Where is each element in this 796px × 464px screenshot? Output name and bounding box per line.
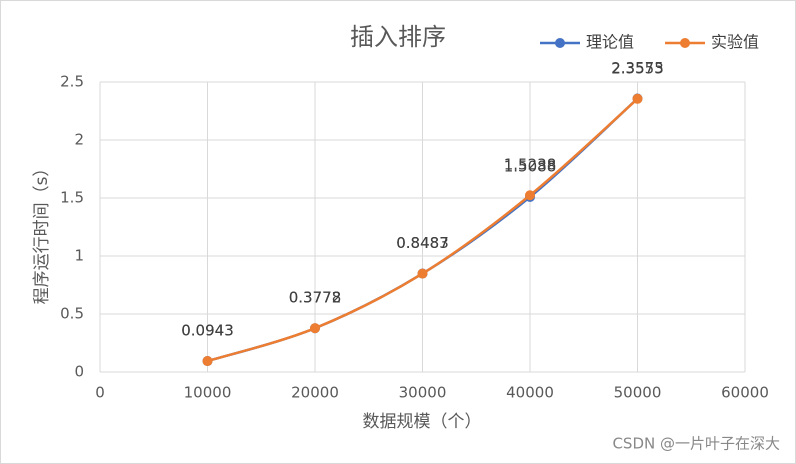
y-tick-label: 1 bbox=[74, 247, 84, 265]
data-label: 0.8487 bbox=[396, 234, 449, 252]
y-tick-label: 0.5 bbox=[60, 305, 84, 323]
x-tick-label: 60000 bbox=[721, 384, 769, 402]
data-label: 2.3553 bbox=[611, 59, 664, 77]
y-tick-label: 2.5 bbox=[60, 73, 84, 91]
data-label: 1.5238 bbox=[504, 156, 557, 174]
watermark: CSDN @一片叶子在深大 bbox=[612, 435, 780, 453]
data-label: 1.5088 bbox=[504, 157, 557, 175]
data-label: 2.3575 bbox=[611, 59, 664, 77]
x-tick-label: 0 bbox=[95, 384, 105, 402]
data-point bbox=[525, 190, 535, 201]
data-label: 0.3778 bbox=[289, 289, 342, 307]
data-point bbox=[310, 323, 320, 334]
data-point bbox=[632, 93, 643, 104]
y-axis-label: 程序运行时间（s） bbox=[32, 160, 52, 305]
x-tick-label: 50000 bbox=[614, 384, 662, 402]
x-axis-label: 数据规模（个） bbox=[363, 412, 482, 432]
data-point bbox=[202, 356, 213, 367]
data-label: 0.8483 bbox=[396, 234, 449, 252]
x-tick-label: 20000 bbox=[291, 384, 339, 402]
data-label: 0.3772 bbox=[289, 289, 342, 307]
x-tick-label: 10000 bbox=[184, 384, 232, 402]
series-line bbox=[207, 97, 639, 363]
y-tick-label: 0 bbox=[74, 363, 84, 381]
x-tick-label: 30000 bbox=[399, 384, 447, 402]
chart-title: 插入排序 bbox=[350, 23, 446, 51]
legend-marker bbox=[555, 38, 565, 48]
data-label: 0.0943 bbox=[181, 322, 234, 340]
legend-label: 理论值 bbox=[586, 33, 634, 52]
data-label: 0.0943 bbox=[181, 322, 234, 340]
y-tick-label: 2 bbox=[74, 131, 84, 149]
legend-marker bbox=[680, 38, 690, 48]
x-tick-label: 40000 bbox=[506, 384, 554, 402]
legend-label: 实验值 bbox=[711, 33, 759, 52]
data-point bbox=[417, 268, 428, 279]
y-tick-label: 1.5 bbox=[60, 189, 84, 207]
